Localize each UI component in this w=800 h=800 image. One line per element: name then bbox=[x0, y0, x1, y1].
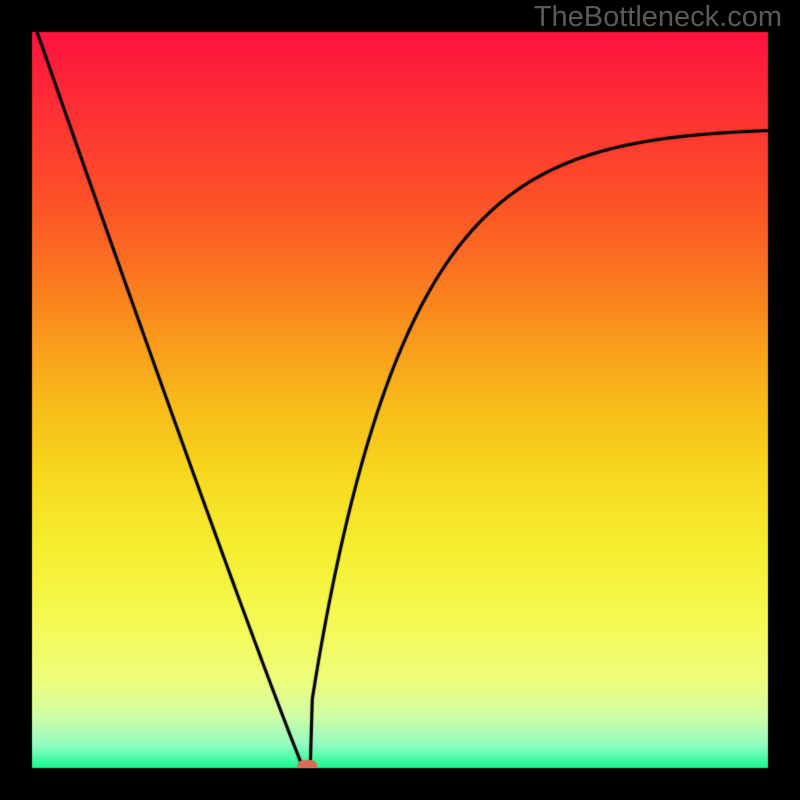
bottleneck-curve bbox=[0, 0, 800, 800]
watermark-text: TheBottleneck.com bbox=[534, 1, 782, 34]
